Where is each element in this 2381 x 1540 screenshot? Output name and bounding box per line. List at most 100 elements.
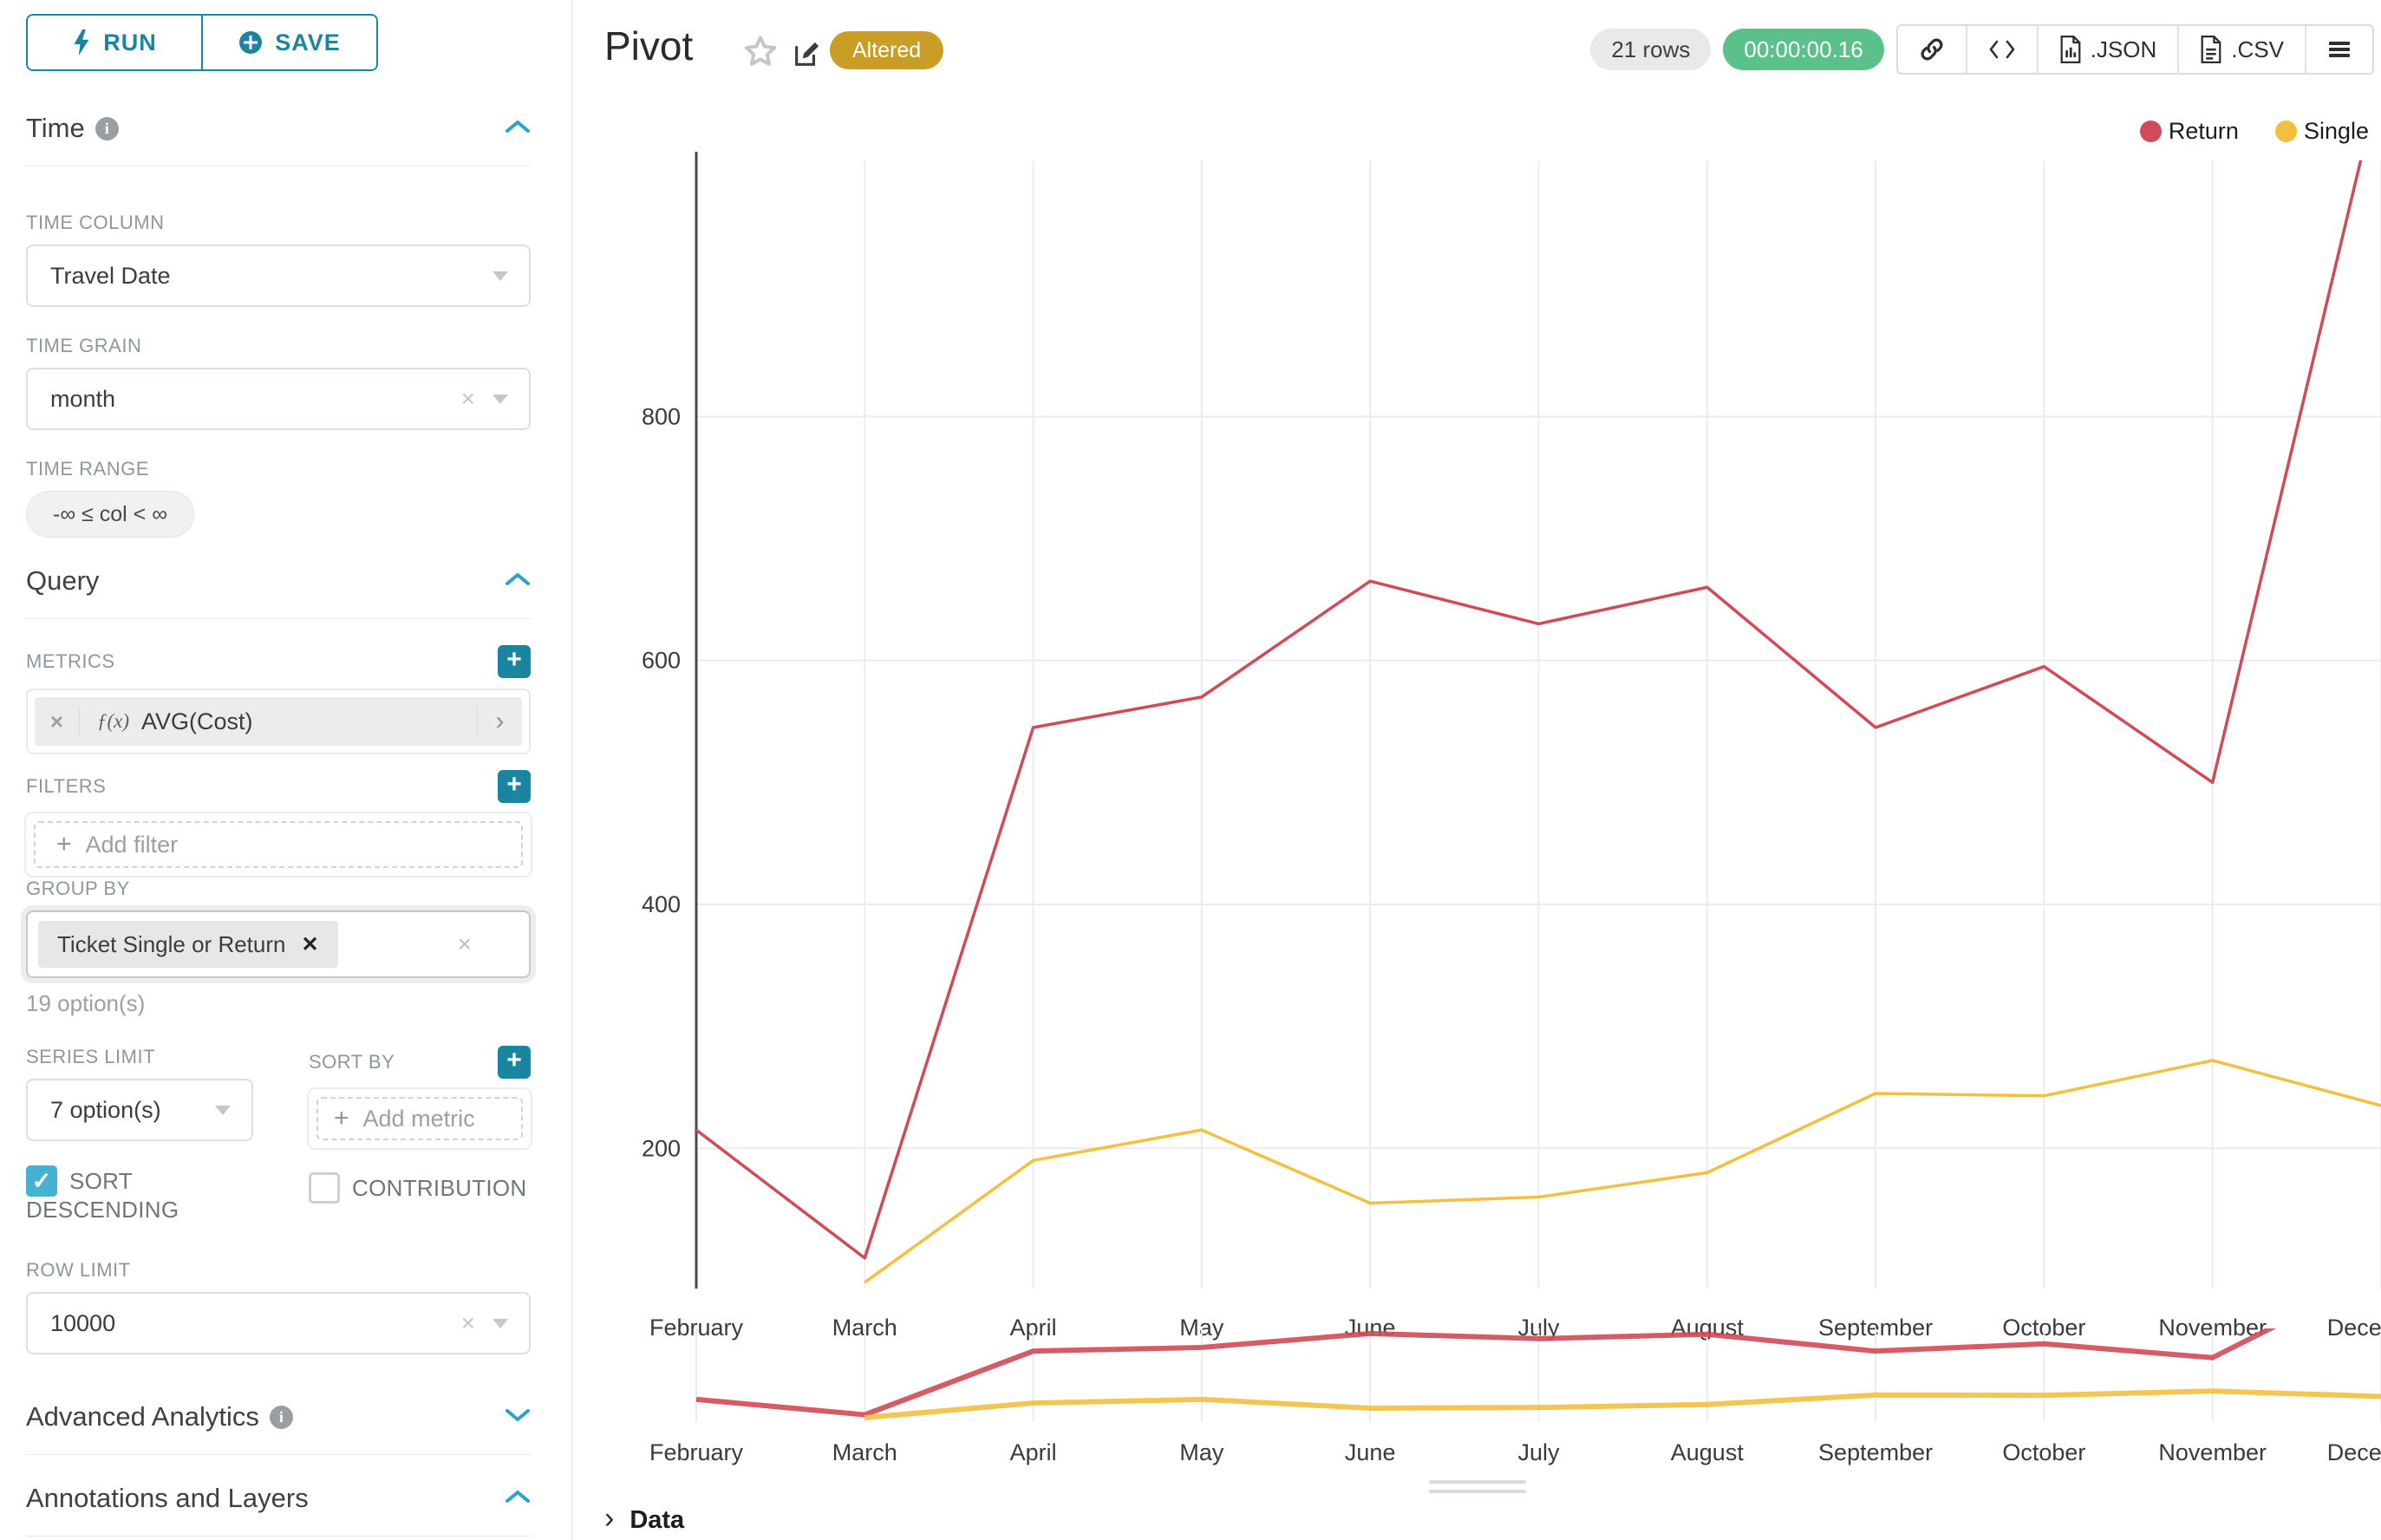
code-icon [1989, 40, 2015, 59]
time-range-control: TIME RANGE -∞ ≤ col < ∞ [26, 458, 531, 538]
time-grain-select[interactable]: month × [26, 368, 531, 430]
chevron-down-icon[interactable] [493, 1319, 508, 1328]
plus-circle-icon [239, 31, 263, 54]
chart-header-actions: 21 rows 00:00:00.16 [1590, 24, 2374, 75]
series-limit-control: SERIES LIMIT 7 option(s) [26, 1046, 253, 1141]
more-options-button[interactable] [2305, 26, 2372, 73]
metric-pill[interactable]: × ƒ(x) AVG(Cost) › [35, 697, 522, 746]
contribution-checkbox[interactable] [309, 1172, 340, 1204]
run-save-button-group: RUN SAVE [26, 14, 378, 71]
advanced-analytics-title: Advanced Analytics [26, 1401, 259, 1432]
link-icon [1921, 38, 1943, 61]
json-file-icon [2060, 36, 2081, 63]
chart-range-brush[interactable]: February March April May June July August Septe… [573, 1321, 2381, 1473]
favorite-star-icon[interactable] [743, 35, 778, 69]
x-tick-label: April [1010, 1439, 1057, 1465]
edit-icon[interactable] [792, 40, 821, 69]
row-limit-label: ROW LIMIT [26, 1259, 131, 1281]
menu-icon [2329, 42, 2350, 57]
x-tick-label: August [1671, 1439, 1745, 1465]
y-tick-label: 200 [642, 1135, 681, 1161]
time-column-label: TIME COLUMN [26, 212, 165, 233]
time-grain-control: TIME GRAIN month × [26, 335, 531, 430]
chevron-down-icon[interactable] [493, 271, 508, 281]
return-line [695, 1328, 2277, 1418]
export-csv-button[interactable]: .CSV [2177, 26, 2305, 73]
chevron-down-icon[interactable] [505, 1408, 531, 1426]
series-limit-select[interactable]: 7 option(s) [26, 1079, 253, 1141]
group-by-label: GROUP BY [26, 878, 130, 899]
add-filter-label: Add filter [85, 831, 179, 858]
altered-badge[interactable]: Altered [830, 31, 944, 69]
series-limit-label: SERIES LIMIT [26, 1046, 156, 1067]
clear-icon[interactable]: × [457, 930, 472, 957]
query-section-header[interactable]: Query [26, 565, 531, 619]
chevron-up-icon[interactable] [505, 1490, 531, 1508]
group-by-chip-label: Ticket Single or Return [57, 930, 286, 957]
time-column-control: TIME COLUMN Travel Date [26, 212, 531, 307]
chevron-down-icon[interactable] [215, 1106, 231, 1115]
save-button[interactable]: SAVE [201, 16, 376, 69]
info-icon: i [269, 1405, 293, 1429]
time-column-value: Travel Date [50, 262, 171, 289]
annotations-section-header[interactable]: Annotations and Layers [26, 1483, 531, 1537]
chevron-down-icon[interactable] [493, 395, 508, 404]
chevron-up-icon[interactable] [505, 572, 531, 591]
copy-link-button[interactable] [1898, 26, 1966, 73]
x-tick-label: June [1345, 1439, 1396, 1465]
row-limit-select[interactable]: 10000 × [26, 1292, 531, 1354]
add-sort-metric-button[interactable]: + Add metric [316, 1097, 523, 1140]
contribution-label: CONTRIBUTION [352, 1174, 527, 1201]
legend-dot-single [2274, 121, 2297, 142]
run-button[interactable]: RUN [28, 16, 201, 69]
group-by-select[interactable]: Ticket Single or Return ✕ × [26, 910, 531, 978]
x-tick-label: November [2158, 1439, 2267, 1465]
sort-by-label: SORT BY [309, 1051, 395, 1073]
time-section-header[interactable]: Time i [26, 113, 531, 166]
y-tick-label: 800 [642, 403, 681, 429]
plus-icon: + [334, 1104, 349, 1132]
clear-icon[interactable]: × [460, 385, 475, 412]
chart-panel: Pivot Altered 21 rows 00:00:00.16 [573, 0, 2381, 1540]
group-by-chip[interactable]: Ticket Single or Return ✕ [38, 921, 338, 968]
add-filter-button[interactable]: + Add filter [34, 821, 523, 868]
advanced-analytics-section-header[interactable]: Advanced Analytics i [26, 1401, 531, 1455]
time-section-title: Time [26, 113, 85, 143]
panel-resize-handle[interactable] [1428, 1474, 1526, 1499]
metric-name: AVG(Cost) [141, 708, 253, 734]
single-line [864, 1059, 2381, 1284]
time-grain-value: month [50, 385, 116, 412]
time-column-select[interactable]: Travel Date [26, 245, 531, 307]
chevron-up-icon[interactable] [505, 120, 531, 138]
embed-code-button[interactable] [1965, 26, 2037, 73]
contribution-control: CONTRIBUTION [309, 1172, 569, 1204]
x-tick-label: February [649, 1439, 744, 1465]
remove-chip-icon[interactable]: ✕ [301, 932, 319, 956]
filters-label: FILTERS [26, 775, 107, 797]
sort-descending-checkbox[interactable]: ✓ [26, 1165, 57, 1197]
legend-label-return: Return [2168, 118, 2239, 144]
chart-legend: Return Single [2139, 118, 2369, 145]
sort-descending-control: ✓ SORT DESCENDING [26, 1165, 286, 1224]
time-range-pill[interactable]: -∞ ≤ col < ∞ [26, 491, 195, 538]
remove-metric-icon[interactable]: × [35, 708, 80, 735]
export-json-button[interactable]: .JSON [2036, 26, 2178, 73]
info-icon: i [95, 116, 119, 140]
chevron-right-icon[interactable]: › [477, 707, 522, 736]
data-panel-toggle[interactable]: › Data [604, 1504, 684, 1535]
clear-icon[interactable]: × [460, 1309, 475, 1336]
group-by-options-hint: 19 option(s) [26, 990, 146, 1016]
fx-icon: ƒ(x) [97, 710, 130, 732]
json-label: .JSON [2090, 36, 2157, 62]
legend-item-return[interactable]: Return [2139, 118, 2239, 145]
y-tick-label: 400 [642, 891, 681, 917]
time-range-label: TIME RANGE [26, 458, 149, 480]
add-filter-plus-button[interactable]: + [498, 770, 531, 803]
add-metric-plus-button[interactable]: + [498, 645, 531, 678]
legend-item-single[interactable]: Single [2274, 118, 2369, 145]
legend-label-single: Single [2303, 118, 2369, 144]
add-sort-metric-plus-button[interactable]: + [498, 1046, 531, 1079]
group-by-control: GROUP BY Ticket Single or Return ✕ × 19 … [26, 878, 531, 1017]
